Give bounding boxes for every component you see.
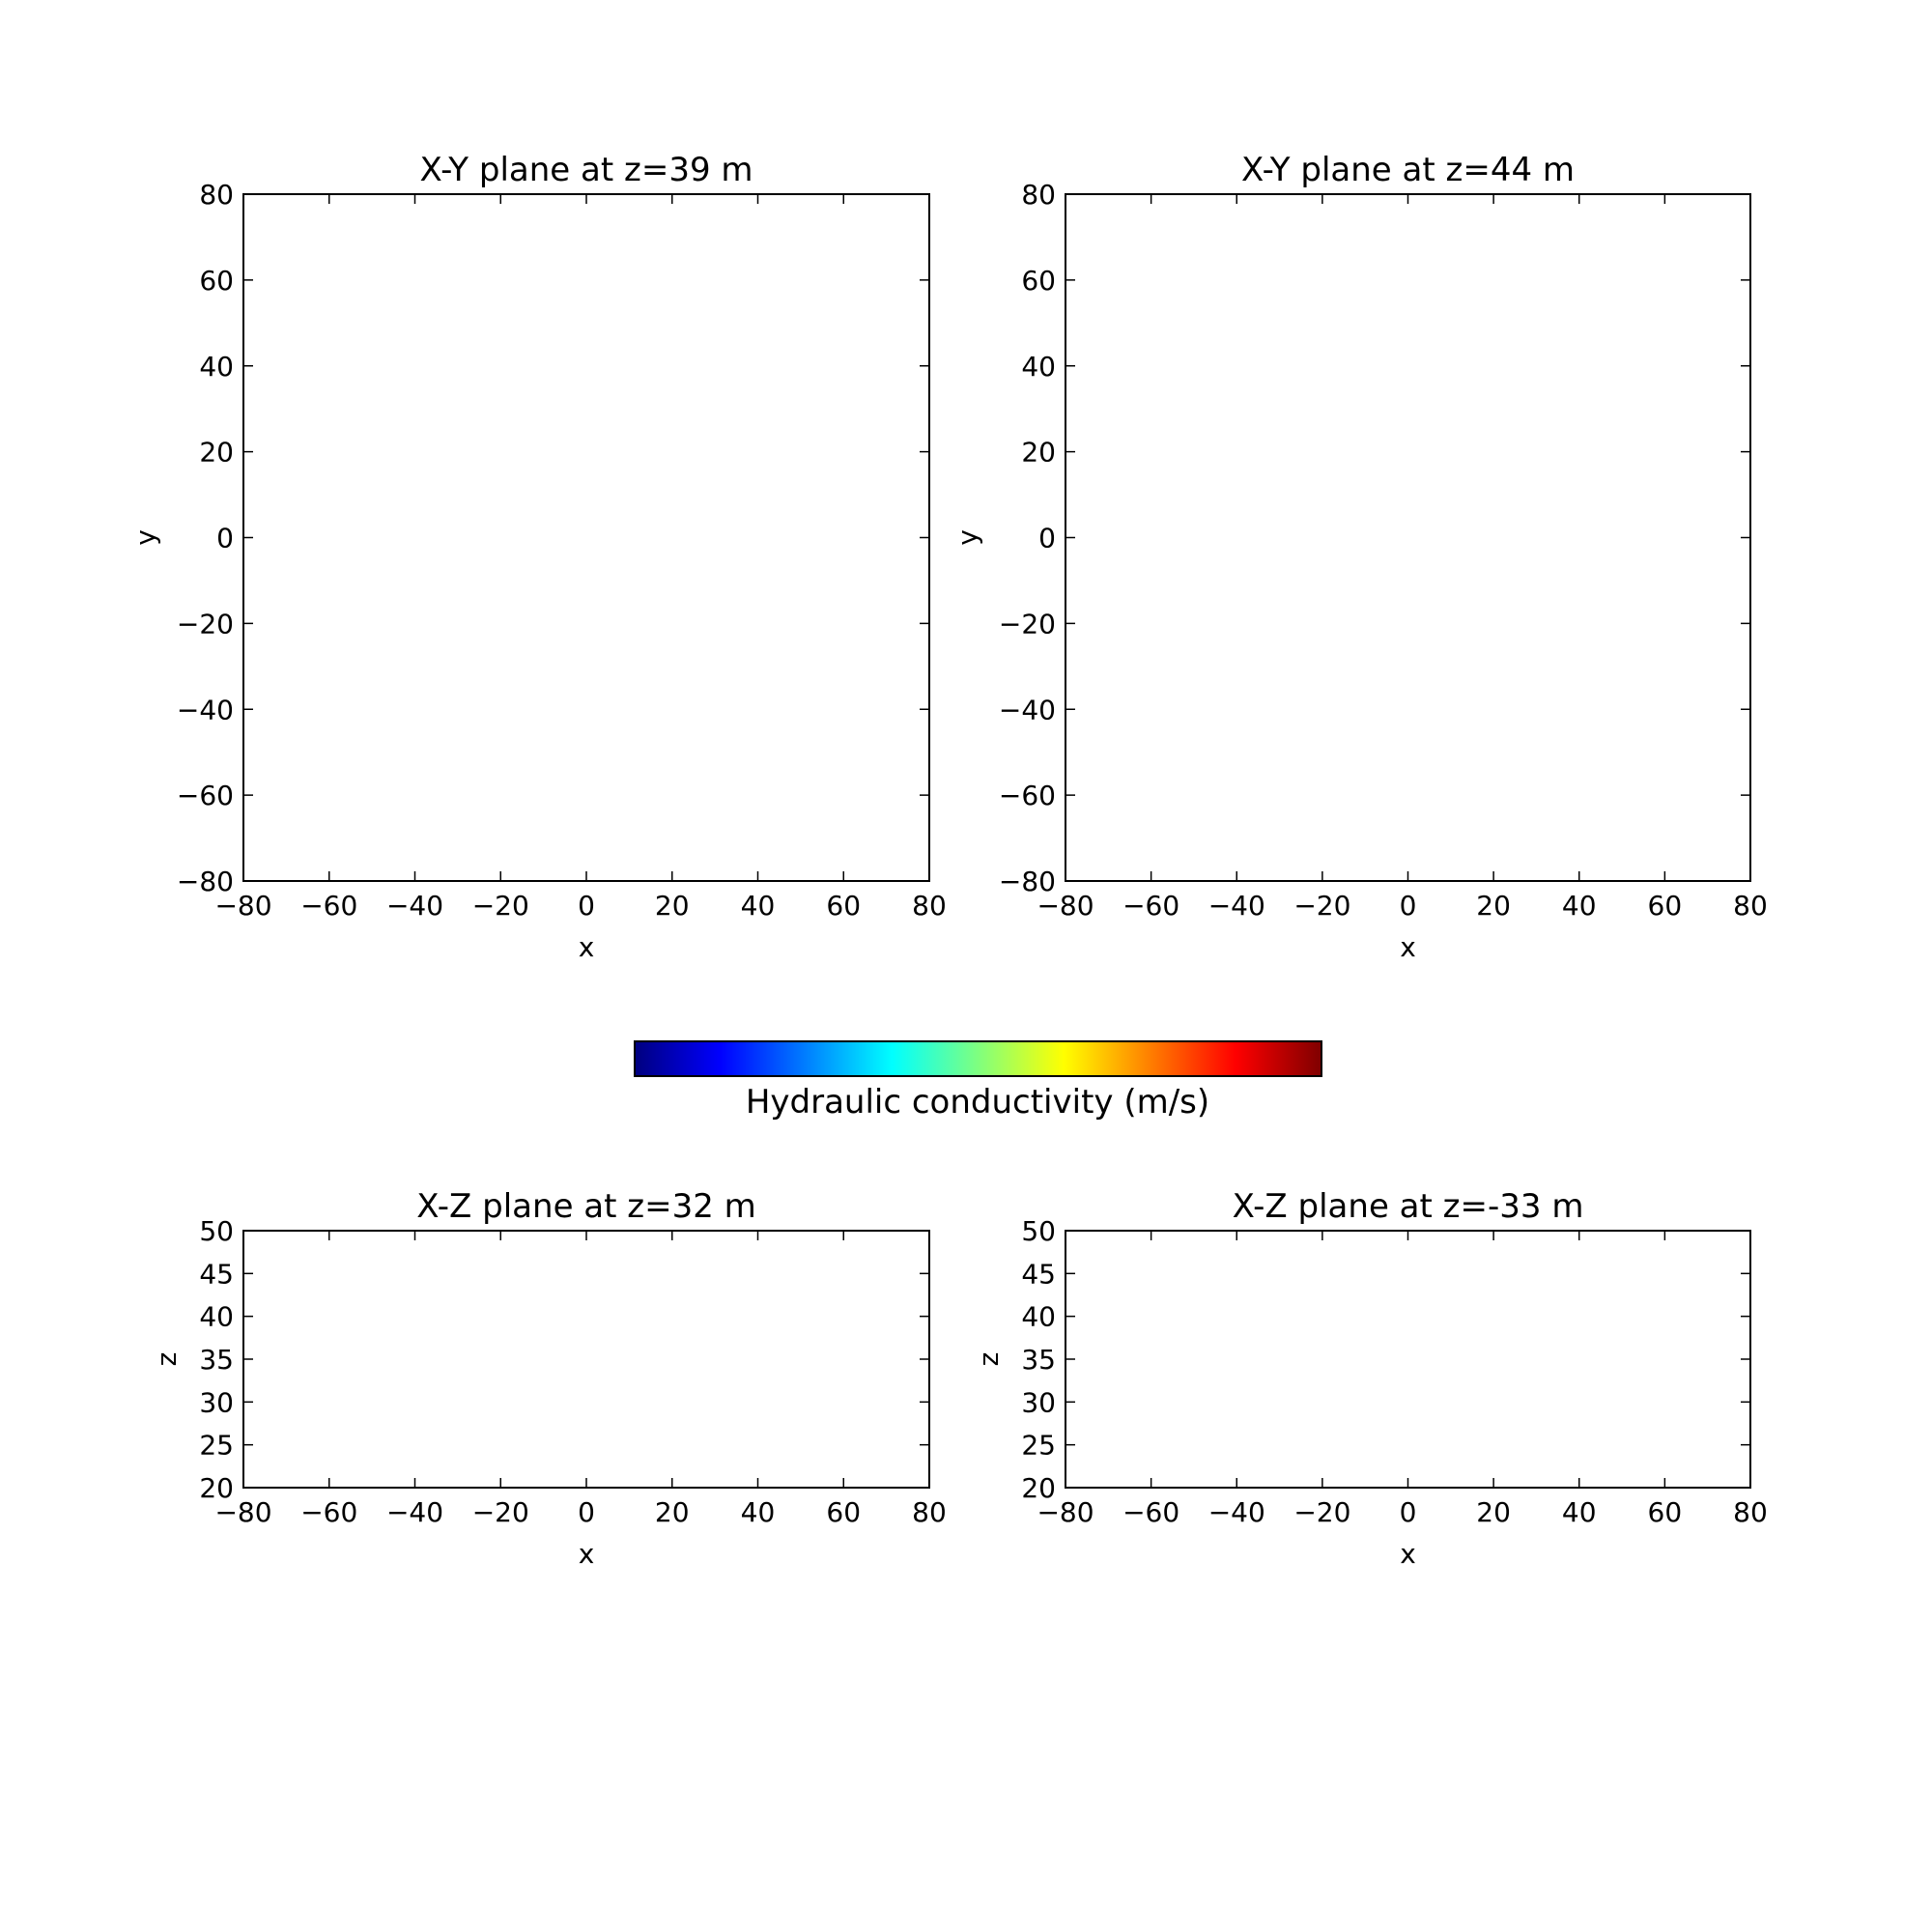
x-tick-label: −80 (214, 890, 271, 922)
y-tick-label: 45 (1021, 1258, 1056, 1290)
y-tick-label: 40 (199, 1301, 234, 1333)
y-tick-label: 20 (199, 437, 234, 469)
subplot-3: X-Z plane at z=32 m −80 −60 −40 −20 0 20 40 60 80… (151, 1187, 947, 1570)
x-tick-label: 40 (741, 890, 776, 922)
y-tick-label: 80 (1021, 179, 1056, 211)
y-tick-label: 50 (199, 1215, 234, 1247)
plot-frame (242, 193, 930, 882)
x-tick-label: 40 (741, 1496, 776, 1528)
x-tick-label: −60 (1122, 890, 1179, 922)
x-tick-label: 0 (1400, 890, 1417, 922)
x-tick-label: −60 (300, 890, 357, 922)
subplot-4: X-Z plane at z=-33 m −80 −60 −40 −20 0 20 40 60 8… (973, 1187, 1768, 1570)
x-tick-label: 80 (912, 890, 947, 922)
x-tick-label: 0 (1400, 1496, 1417, 1528)
x-tick-label: 80 (1733, 1496, 1768, 1528)
y-tick-label: 20 (1021, 1472, 1056, 1504)
y-tick-label: 50 (1021, 1215, 1056, 1247)
x-tick-label: 60 (1648, 1496, 1683, 1528)
subplot-2: X-Y plane at z=44 m −80 −60 −40 −20 0 20 40 60 80… (952, 151, 1768, 963)
subplot-title: X-Y plane at z=44 m (1241, 151, 1575, 189)
y-axis-label: z (973, 1352, 1005, 1367)
x-tick-label: −40 (386, 890, 443, 922)
colorbar: Hydraulic conductivity (m/s) (634, 1040, 1322, 1122)
y-tick-label: −80 (177, 866, 234, 897)
x-tick-label: −60 (300, 1496, 357, 1528)
x-axis-label: x (1400, 931, 1416, 963)
y-tick-label: 35 (199, 1344, 234, 1376)
x-tick-label: 40 (1562, 1496, 1597, 1528)
y-axis-label: y (129, 529, 161, 546)
y-tick-label: 80 (199, 179, 234, 211)
y-tick-label: 20 (1021, 437, 1056, 469)
y-axis-label: z (151, 1352, 183, 1367)
y-tick-label: 40 (1021, 1301, 1056, 1333)
plot-frame (1065, 1230, 1751, 1489)
y-tick-label: −40 (177, 694, 234, 725)
y-tick-label: 40 (1021, 351, 1056, 383)
y-tick-label: −60 (999, 780, 1056, 811)
y-tick-label: −40 (999, 694, 1056, 725)
y-tick-label: 0 (216, 523, 234, 554)
y-tick-label: 25 (199, 1430, 234, 1462)
x-tick-label: 20 (655, 890, 690, 922)
y-tick-label: 60 (1021, 265, 1056, 297)
x-tick-label: 20 (1476, 890, 1511, 922)
y-tick-label: −80 (999, 866, 1056, 897)
y-tick-label: 35 (1021, 1344, 1056, 1376)
y-tick-label: 0 (1038, 523, 1056, 554)
x-tick-label: −40 (1208, 890, 1265, 922)
y-axis-label: y (952, 529, 983, 546)
subplot-title: X-Z plane at z=-33 m (1233, 1187, 1584, 1226)
y-tick-label: −60 (177, 780, 234, 811)
x-tick-label: −20 (472, 890, 529, 922)
y-tick-label: −20 (999, 608, 1056, 639)
x-tick-label: 60 (826, 890, 861, 922)
plot-frame (242, 1230, 930, 1489)
x-tick-label: 0 (578, 1496, 595, 1528)
x-axis-label: x (579, 1538, 595, 1570)
y-tick-label: 20 (199, 1472, 234, 1504)
y-tick-label: 30 (199, 1386, 234, 1418)
subplot-1: X-Y plane at z=39 m −80 −60 −40 −20 0 20 40 60 80… (129, 151, 947, 963)
x-axis-label: x (1400, 1538, 1416, 1570)
plot-frame (1065, 193, 1751, 882)
x-tick-label: 60 (1648, 890, 1683, 922)
x-tick-label: −80 (214, 1496, 271, 1528)
x-tick-label: 20 (655, 1496, 690, 1528)
y-tick-label: 25 (1021, 1430, 1056, 1462)
x-tick-label: 80 (1733, 890, 1768, 922)
y-tick-label: 60 (199, 265, 234, 297)
x-tick-label: −60 (1122, 1496, 1179, 1528)
x-tick-label: −80 (1037, 1496, 1094, 1528)
y-tick-label: 40 (199, 351, 234, 383)
plot-area (243, 1231, 929, 1488)
x-tick-label: −20 (472, 1496, 529, 1528)
y-tick-label: 45 (199, 1258, 234, 1290)
subplot-title: X-Y plane at z=39 m (419, 151, 753, 189)
x-tick-label: −20 (1293, 1496, 1350, 1528)
y-tick-label: 30 (1021, 1386, 1056, 1418)
x-tick-label: 20 (1476, 1496, 1511, 1528)
plot-area (1065, 1231, 1750, 1488)
x-tick-label: −40 (386, 1496, 443, 1528)
x-tick-label: −20 (1293, 890, 1350, 922)
x-tick-label: 0 (578, 890, 595, 922)
subplot-title: X-Z plane at z=32 m (416, 1187, 756, 1226)
y-tick-label: −20 (177, 608, 234, 639)
x-tick-label: −40 (1208, 1496, 1265, 1528)
x-tick-label: 80 (912, 1496, 947, 1528)
x-tick-label: 40 (1562, 890, 1597, 922)
plot-area (243, 194, 929, 881)
x-axis-label: x (579, 931, 595, 963)
subplots: X-Y plane at z=39 m −80 −60 −40 −20 0 20 40 60 80… (129, 151, 1768, 1570)
colorbar-label: Hydraulic conductivity (m/s) (746, 1083, 1209, 1122)
x-tick-label: 60 (826, 1496, 861, 1528)
colorbar-gradient (634, 1040, 1322, 1077)
plot-area (1065, 194, 1750, 881)
x-tick-label: −80 (1037, 890, 1094, 922)
